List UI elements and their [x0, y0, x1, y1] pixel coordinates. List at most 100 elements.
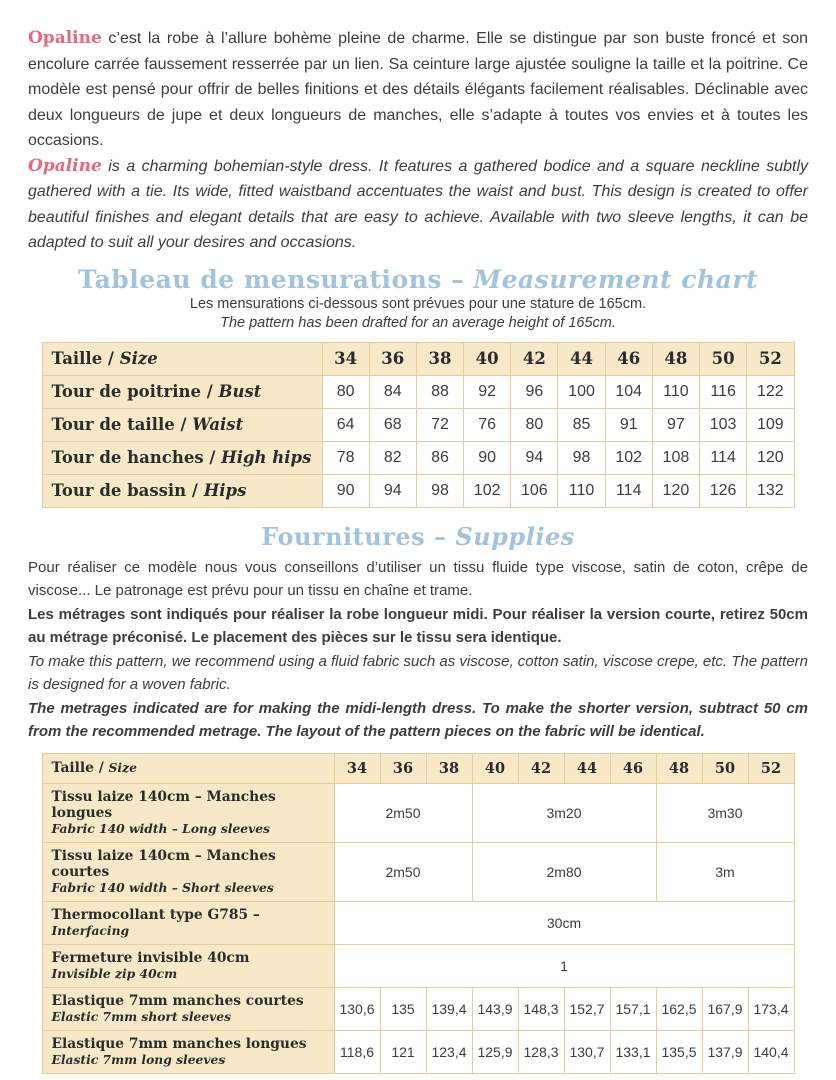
row-label: Tour de taille / Waist: [41, 407, 323, 442]
measurement-table: Taille / Size 34 36 38 40 42 44 46 48 50 52 Tour de…: [41, 341, 795, 508]
value-cell: 132: [746, 473, 795, 508]
row-label: Tissu laize 140cm – Manches courtes Fabri…: [41, 841, 335, 902]
value-cell: 143,9: [471, 986, 519, 1031]
intro-section: Opaline c’est la robe à l’allure bohème …: [28, 26, 808, 256]
row-label: Tour de hanches / High hips: [41, 440, 323, 475]
value-cell: 80: [321, 374, 370, 409]
value-cell: 110: [557, 473, 606, 508]
value-cell: 3m: [655, 841, 795, 902]
row-label: Tour de poitrine / Bust: [41, 374, 323, 409]
value-cell: 86: [415, 440, 465, 475]
value-cell: 157,1: [609, 986, 657, 1031]
supplies-paragraph-en-bold: The metrages indicated are for making th…: [28, 699, 808, 741]
row-label: Thermocollant type G785 – Interfacing: [41, 900, 335, 945]
size-cell: 40: [471, 752, 519, 784]
value-cell: 96: [510, 374, 559, 409]
value-cell: 110: [651, 374, 701, 409]
size-cell: 44: [557, 341, 606, 376]
value-cell: 103: [698, 407, 748, 442]
size-cell: 38: [415, 341, 465, 376]
size-cell: 40: [463, 341, 512, 376]
value-cell: 120: [746, 440, 795, 475]
value-cell: 64: [321, 407, 370, 442]
value-cell: 84: [368, 374, 417, 409]
title-en: Measurement chart: [473, 264, 759, 294]
value-cell: 30cm: [333, 900, 795, 945]
value-cell: 148,3: [517, 986, 565, 1031]
value-cell: 78: [321, 440, 370, 475]
size-cell: 48: [655, 752, 703, 784]
value-cell: 121: [379, 1029, 427, 1074]
value-cell: 125,9: [471, 1029, 519, 1074]
size-header-row: Taille / Size 34 36 38 40 42 44 46 48 50 52: [41, 752, 795, 784]
title-en: Supplies: [455, 521, 575, 551]
intro-paragraph-en: Opaline is a charming bohemian-style dre…: [28, 154, 808, 256]
value-cell: 140,4: [747, 1029, 795, 1074]
intro-paragraph-fr: Opaline c’est la robe à l’allure bohème …: [28, 26, 808, 154]
table-row: Fermeture invisible 40cm Invisible zip 40…: [41, 943, 795, 988]
value-cell: 76: [463, 407, 512, 442]
table-row: Elastique 7mm manches longues Elastic 7mm…: [41, 1029, 795, 1074]
value-cell: 68: [368, 407, 417, 442]
value-cell: 104: [604, 374, 653, 409]
value-cell: 90: [463, 440, 512, 475]
value-cell: 162,5: [655, 986, 703, 1031]
supplies-text: Pour réaliser ce modèle nous vous consei…: [28, 556, 808, 744]
value-cell: 97: [651, 407, 701, 442]
value-cell: 135: [379, 986, 427, 1031]
size-cell: 46: [604, 341, 653, 376]
value-cell: 90: [321, 473, 370, 508]
size-cell: 42: [517, 752, 565, 784]
value-cell: 2m80: [471, 841, 657, 902]
table-row: Tour de hanches / High hips 78 82 86 90 94 98 1…: [41, 440, 795, 475]
value-cell: 128,3: [517, 1029, 565, 1074]
value-cell: 100: [557, 374, 606, 409]
title-separator: –: [441, 264, 474, 294]
value-cell: 88: [415, 374, 465, 409]
value-cell: 94: [368, 473, 417, 508]
supplies-table: Taille / Size 34 36 38 40 42 44 46 48 50 52 Tissu l…: [41, 752, 795, 1074]
title-fr: Fournitures: [261, 521, 426, 551]
value-cell: 94: [510, 440, 559, 475]
intro-text-fr: c’est la robe à l’allure bohème pleine d…: [28, 30, 809, 149]
value-cell: 82: [368, 440, 417, 475]
size-cell: 36: [379, 752, 427, 784]
table-row: Tour de bassin / Hips 90 94 98 102 106 110 114 1…: [41, 473, 795, 508]
value-cell: 102: [604, 440, 653, 475]
size-header-label: Taille / Size: [41, 752, 335, 784]
value-cell: 116: [698, 374, 748, 409]
value-cell: 133,1: [609, 1029, 657, 1074]
row-label: Fermeture invisible 40cm Invisible zip 40…: [41, 943, 335, 988]
size-header-label: Taille / Size: [41, 341, 323, 376]
size-cell: 42: [510, 341, 559, 376]
size-header-row: Taille / Size 34 36 38 40 42 44 46 48 50 52: [41, 341, 795, 376]
value-cell: 152,7: [563, 986, 611, 1031]
value-cell: 114: [604, 473, 653, 508]
brand-name: Opaline: [28, 155, 102, 176]
size-cell: 50: [698, 341, 748, 376]
row-label: Tissu laize 140cm – Manches longues Fabri…: [41, 782, 335, 843]
size-cell: 36: [368, 341, 417, 376]
value-cell: 167,9: [701, 986, 749, 1031]
value-cell: 3m20: [471, 782, 657, 843]
value-cell: 106: [510, 473, 559, 508]
table-row: Thermocollant type G785 – Interfacing 30c…: [41, 900, 795, 945]
table-row: Tissu laize 140cm – Manches longues Fabri…: [41, 782, 795, 843]
value-cell: 72: [415, 407, 465, 442]
value-cell: 123,4: [425, 1029, 473, 1074]
size-cell: 50: [701, 752, 749, 784]
title-fr: Tableau de mensurations: [77, 264, 442, 294]
value-cell: 80: [510, 407, 559, 442]
value-cell: 126: [698, 473, 748, 508]
value-cell: 3m30: [655, 782, 795, 843]
supplies-paragraph-fr-bold: Les métrages sont indiqués pour réaliser…: [28, 605, 808, 647]
value-cell: 85: [557, 407, 606, 442]
value-cell: 130,6: [333, 986, 381, 1031]
value-cell: 135,5: [655, 1029, 703, 1074]
value-cell: 108: [651, 440, 701, 475]
table-row: Tissu laize 140cm – Manches courtes Fabri…: [41, 841, 795, 902]
title-separator: –: [425, 521, 456, 551]
value-cell: 137,9: [701, 1029, 749, 1074]
value-cell: 98: [415, 473, 465, 508]
